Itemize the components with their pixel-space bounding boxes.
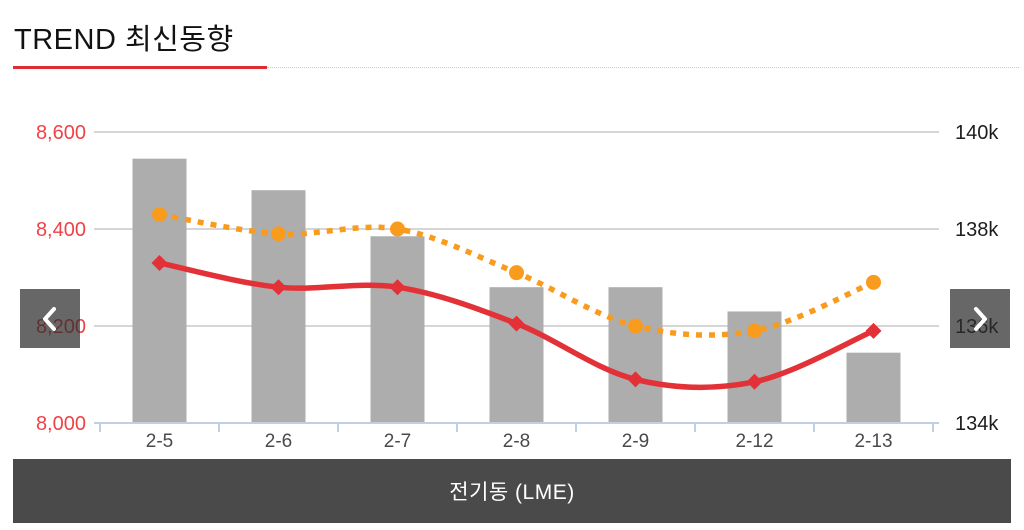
x-label: 2-9 (622, 431, 649, 452)
right-axis-label: 140k (955, 122, 999, 144)
circle-marker (271, 226, 286, 242)
prev-button[interactable] (20, 289, 80, 348)
x-label: 2-13 (854, 431, 892, 452)
circle-marker (390, 221, 405, 237)
diamond-marker (270, 279, 287, 296)
circle-marker (509, 265, 524, 281)
title-underline (13, 66, 267, 69)
circle-marker (866, 274, 881, 290)
diamond-marker (865, 322, 882, 339)
x-label: 2-12 (735, 431, 773, 452)
chevron-right-icon (974, 306, 987, 331)
series-title-bar[interactable]: 전기동 (LME) (13, 459, 1011, 523)
page-title: TREND 최신동향 (14, 24, 234, 56)
left-axis-label: 8,400 (36, 219, 86, 241)
bar (846, 352, 901, 423)
circle-marker (628, 318, 643, 334)
circle-marker (152, 206, 167, 222)
bar (132, 158, 187, 424)
chevron-left-icon (43, 306, 56, 331)
left-axis-label: 8,000 (36, 413, 86, 435)
bar (489, 287, 544, 423)
bar (251, 190, 306, 423)
diamond-marker (508, 315, 525, 332)
x-label: 2-5 (146, 431, 173, 452)
trend-chart-area: 8,600140k8,400138k8,200136k8,000134k2-52… (0, 100, 1024, 460)
x-label: 2-7 (384, 431, 411, 452)
left-axis-label: 8,600 (36, 122, 86, 144)
right-axis-label: 134k (955, 413, 999, 435)
x-label: 2-8 (503, 431, 530, 452)
diamond-marker (627, 371, 644, 388)
circle-marker (747, 323, 762, 339)
diamond-marker (151, 254, 168, 271)
diamond-marker (389, 279, 406, 296)
next-button[interactable] (950, 289, 1010, 348)
x-label: 2-6 (265, 431, 292, 452)
right-axis-label: 138k (955, 219, 999, 241)
bar (370, 236, 425, 423)
trend-chart: 8,600140k8,400138k8,200136k8,000134k2-52… (36, 122, 999, 452)
diamond-marker (746, 373, 763, 390)
bar (608, 287, 663, 423)
series-title-label: 전기동 (LME) (449, 481, 575, 504)
title-divider-dotted (267, 67, 1019, 68)
